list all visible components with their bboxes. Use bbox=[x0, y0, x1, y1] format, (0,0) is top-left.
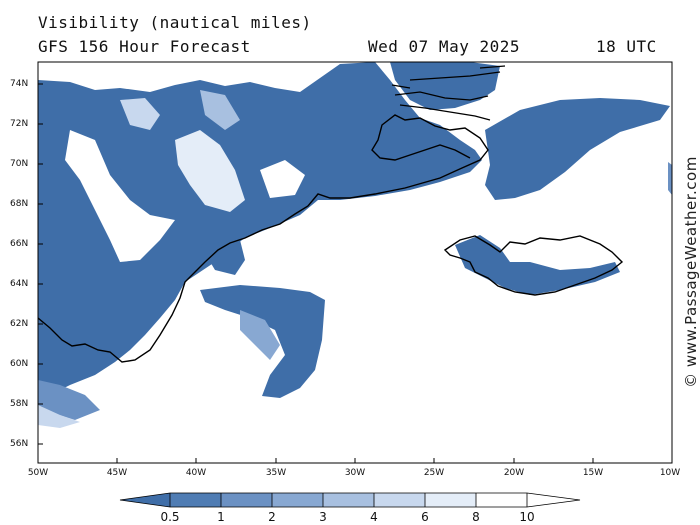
lat-label-58n: 58N bbox=[10, 399, 29, 409]
mid-visibility-band bbox=[240, 310, 280, 360]
lat-label-62n: 62N bbox=[10, 319, 29, 329]
lon-label-50w: 50W bbox=[27, 468, 49, 478]
watermark-text: © www.PassageWeather.com bbox=[682, 156, 700, 388]
greenland-fjords-north bbox=[391, 65, 506, 121]
forecast-time: 18 UTC bbox=[596, 37, 657, 56]
colorbar bbox=[119, 492, 581, 508]
lat-label-60n: 60N bbox=[10, 359, 29, 369]
colorbar-segment-7 bbox=[476, 493, 527, 507]
lat-label-72n: 72N bbox=[10, 119, 29, 129]
clear-patch bbox=[120, 98, 160, 130]
forecast-subtitle: GFS 156 Hour Forecast bbox=[38, 37, 251, 56]
lon-ticks bbox=[37, 458, 673, 463]
map-title: Visibility (nautical miles) bbox=[38, 13, 312, 32]
low-visibility-area-south bbox=[200, 285, 325, 398]
lat-label-74n: 74N bbox=[10, 79, 29, 89]
clear-patch bbox=[200, 90, 240, 130]
clear-patch bbox=[65, 130, 175, 262]
colorbar-segment-3 bbox=[272, 493, 323, 507]
colorbar-label-3: 3 bbox=[319, 510, 327, 524]
lon-label-20w: 20W bbox=[503, 468, 525, 478]
colorbar-segment-5 bbox=[374, 493, 425, 507]
iceland-coastline bbox=[443, 235, 624, 296]
lat-label-64n: 64N bbox=[10, 279, 29, 289]
colorbar-label-0-5: 0.5 bbox=[160, 510, 180, 524]
colorbar-label-6: 6 bbox=[421, 510, 429, 524]
lon-label-25w: 25W bbox=[423, 468, 445, 478]
lat-ticks bbox=[38, 83, 43, 445]
forecast-date: Wed 07 May 2025 bbox=[368, 37, 520, 56]
colorbar-segment-0 bbox=[120, 493, 170, 507]
lon-label-30w: 30W bbox=[344, 468, 366, 478]
lat-label-70n: 70N bbox=[10, 159, 29, 169]
lat-label-68n: 68N bbox=[10, 199, 29, 209]
colorbar-segment-6 bbox=[425, 493, 476, 507]
colorbar-label-2: 2 bbox=[268, 510, 276, 524]
clear-patch bbox=[260, 160, 305, 198]
south-west-band-light bbox=[38, 405, 80, 428]
lon-label-45w: 45W bbox=[106, 468, 128, 478]
colorbar-label-4: 4 bbox=[370, 510, 378, 524]
lon-label-35w: 35W bbox=[265, 468, 287, 478]
low-visibility-area-northeast bbox=[485, 98, 670, 200]
clear-patch bbox=[175, 130, 245, 212]
colorbar-label-1: 1 bbox=[217, 510, 225, 524]
lat-label-66n: 66N bbox=[10, 239, 29, 249]
coastal-fog bbox=[200, 240, 245, 275]
east-edge-fog bbox=[668, 162, 672, 195]
colorbar-label-8: 8 bbox=[472, 510, 480, 524]
north-sea-fog bbox=[390, 62, 500, 110]
south-west-band bbox=[38, 380, 100, 420]
colorbar-segment-4 bbox=[323, 493, 374, 507]
colorbar-label-10: 10 bbox=[519, 510, 535, 524]
colorbar-segment-8 bbox=[527, 493, 580, 507]
colorbar-segment-1 bbox=[170, 493, 221, 507]
lon-label-40w: 40W bbox=[185, 468, 207, 478]
colorbar-segment-2 bbox=[221, 493, 272, 507]
lat-label-56n: 56N bbox=[10, 439, 29, 449]
lon-label-10w: 10W bbox=[659, 468, 681, 478]
greenland-coastline bbox=[37, 114, 489, 363]
lon-label-15w: 15W bbox=[582, 468, 604, 478]
